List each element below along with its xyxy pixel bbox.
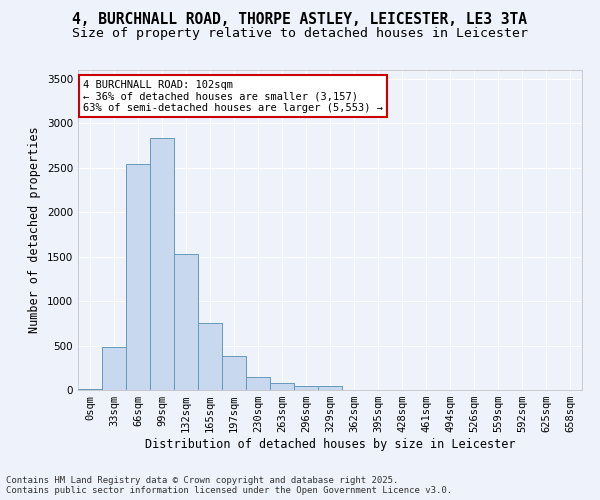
- Bar: [294, 386, 318, 390]
- Text: Size of property relative to detached houses in Leicester: Size of property relative to detached ho…: [72, 28, 528, 40]
- Bar: [270, 384, 294, 390]
- Text: 4 BURCHNALL ROAD: 102sqm
← 36% of detached houses are smaller (3,157)
63% of sem: 4 BURCHNALL ROAD: 102sqm ← 36% of detach…: [83, 80, 383, 113]
- Bar: [102, 348, 126, 390]
- Bar: [78, 388, 102, 390]
- Bar: [174, 254, 198, 390]
- Bar: [246, 377, 270, 390]
- Bar: [198, 324, 222, 390]
- Text: 4, BURCHNALL ROAD, THORPE ASTLEY, LEICESTER, LE3 3TA: 4, BURCHNALL ROAD, THORPE ASTLEY, LEICES…: [73, 12, 527, 28]
- X-axis label: Distribution of detached houses by size in Leicester: Distribution of detached houses by size …: [145, 438, 515, 451]
- Y-axis label: Number of detached properties: Number of detached properties: [28, 126, 41, 334]
- Text: Contains HM Land Registry data © Crown copyright and database right 2025.
Contai: Contains HM Land Registry data © Crown c…: [6, 476, 452, 495]
- Bar: [126, 164, 150, 390]
- Bar: [318, 386, 342, 390]
- Bar: [150, 138, 174, 390]
- Bar: [222, 356, 246, 390]
